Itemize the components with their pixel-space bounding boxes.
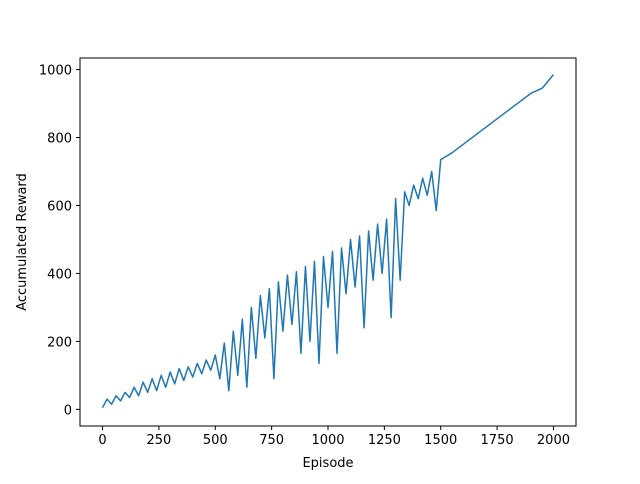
x-tick-label: 1750	[481, 433, 514, 448]
x-tick-label: 750	[259, 433, 284, 448]
y-tick-label: 1000	[39, 64, 72, 79]
x-tick-label: 1250	[368, 433, 401, 448]
x-tick-label: 1500	[424, 433, 457, 448]
data-line	[101, 74, 555, 409]
y-tick-label: 400	[47, 267, 72, 282]
y-tick-label: 600	[47, 199, 72, 214]
x-tick-label: 250	[146, 433, 171, 448]
x-tick-label: 500	[203, 433, 228, 448]
plot-frame	[79, 57, 577, 427]
y-tick-label: 0	[64, 403, 72, 418]
y-tick-label: 800	[47, 132, 72, 147]
x-tick-label: 2000	[537, 433, 570, 448]
x-axis-label: Episode	[302, 456, 353, 471]
y-tick-label: 200	[47, 335, 72, 350]
y-axis-label: Accumulated Reward	[15, 173, 30, 311]
x-tick-label: 1000	[311, 433, 344, 448]
x-tick-label: 0	[98, 433, 106, 448]
